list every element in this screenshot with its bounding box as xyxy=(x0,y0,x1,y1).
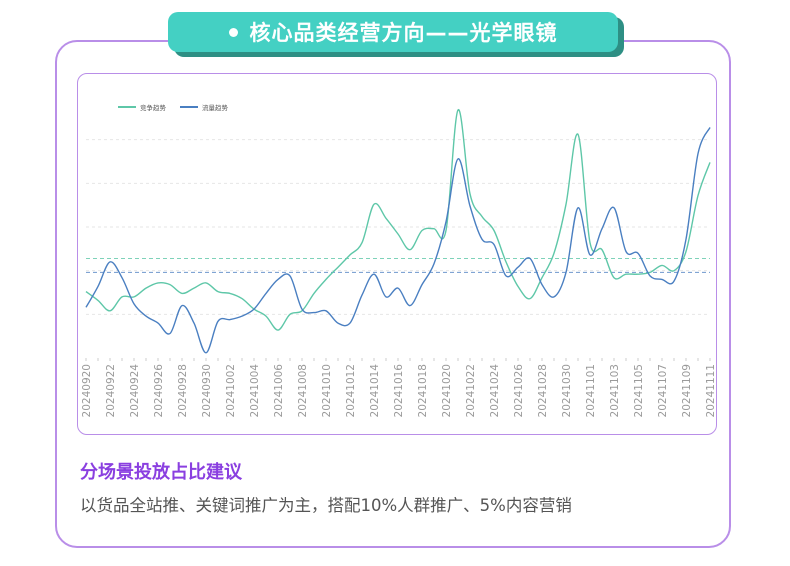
x-tick-label: 20241101 xyxy=(585,364,597,417)
x-tick-label: 20240920 xyxy=(81,364,93,417)
x-tick-label: 20241022 xyxy=(465,364,477,417)
bullet-dot-icon xyxy=(228,27,238,37)
x-tick-label: 20241024 xyxy=(489,364,501,418)
legend-label: 流量趋势 xyxy=(202,103,229,112)
x-tick-label: 20241020 xyxy=(441,364,453,417)
legend: 竞争趋势 流量趋势 xyxy=(118,103,229,112)
x-tick-label: 20241004 xyxy=(249,364,261,418)
page-title: 核心品类经营方向——光学眼镜 xyxy=(249,21,558,45)
x-tick-label: 20241008 xyxy=(297,364,309,417)
x-tick-label: 20241107 xyxy=(657,364,669,417)
x-tick-label: 20241010 xyxy=(321,364,333,417)
x-tick-label: 20241014 xyxy=(369,364,381,418)
x-tick-label: 20240928 xyxy=(177,364,189,417)
x-tick-label: 20240926 xyxy=(153,364,165,418)
series-line-competition xyxy=(85,109,711,331)
legend-label: 竞争趋势 xyxy=(140,103,167,112)
x-tick-label: 20241002 xyxy=(225,364,237,417)
x-tick-label: 20241030 xyxy=(561,364,573,417)
x-tick-label: 20241012 xyxy=(345,364,357,417)
suggestion-title: 分场景投放占比建议 xyxy=(80,462,242,483)
x-tick-label: 20241016 xyxy=(393,364,405,418)
series-lines xyxy=(85,109,711,354)
x-tick-label: 20241111 xyxy=(705,364,717,417)
x-tick-label: 20241103 xyxy=(609,364,621,417)
x-tick-label: 20241028 xyxy=(537,364,549,417)
x-tick-label: 20240922 xyxy=(105,364,117,417)
x-tick-label: 20241006 xyxy=(273,364,285,418)
x-tick-label: 20240930 xyxy=(201,364,213,417)
x-tick-label: 20241026 xyxy=(513,364,525,418)
x-tick-label: 20240924 xyxy=(129,364,141,418)
chart-frame: 20240920 20240922 20240924 20240926 20240928… xyxy=(77,73,717,435)
x-axis-ticks: 20240920 20240922 20240924 20240926 20240928… xyxy=(81,358,717,418)
x-tick-label: 20241018 xyxy=(417,364,429,417)
x-tick-label: 20241105 xyxy=(633,364,645,417)
trend-line-chart: 20240920 20240922 20240924 20240926 20240928… xyxy=(81,103,717,418)
title-banner: 核心品类经营方向——光学眼镜 xyxy=(168,12,618,52)
x-tick-label: 20241109 xyxy=(681,364,693,417)
suggestion-body: 以货品全站推、关键词推广为主，搭配10%人群推广、5%内容营销 xyxy=(80,496,572,515)
series-line-traffic xyxy=(85,127,711,354)
